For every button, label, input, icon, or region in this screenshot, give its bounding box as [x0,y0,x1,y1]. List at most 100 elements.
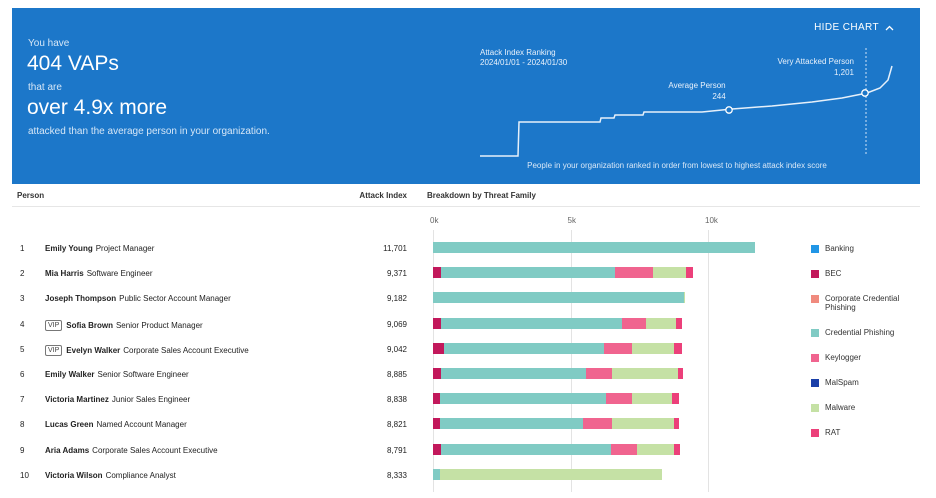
table-row[interactable]: 5 VIP Evelyn Walker Corporate Sales Account… [12,341,712,359]
legend-item-malspam[interactable]: MalSpam [811,378,921,387]
table-row[interactable]: 9 Aria Adams Corporate Sales Account Execu… [12,442,712,460]
bar-segment-rat[interactable] [674,443,681,455]
person-name: Victoria Martinez [45,395,109,405]
row-person[interactable]: Lucas Green Named Account Manager [45,420,187,429]
threat-breakdown-bar[interactable] [433,443,681,455]
bar-segment-rat[interactable] [672,393,679,405]
person-name: Aria Adams [45,445,90,455]
attack-index-value: 9,371 [386,269,407,279]
bar-segment-bec[interactable] [433,317,441,329]
bar-segment-keylogger[interactable] [611,443,638,455]
person-name: Evelyn Walker [66,345,121,355]
gridline [570,230,572,492]
bar-segment-malware[interactable] [439,468,663,480]
vip-badge: VIP [45,319,63,331]
threat-breakdown-bar[interactable] [433,242,755,253]
bar-segment-keylogger[interactable] [614,267,653,279]
legend-item-corporate-credential-phishing[interactable]: Corporate Credential Phishing [811,294,921,312]
bar-segment-credential-phishing[interactable] [439,393,607,405]
row-person[interactable]: Mia Harris Software Engineer [45,269,153,278]
bar-segment-rat[interactable] [676,317,683,329]
bar-segment-keylogger[interactable] [622,317,646,329]
threat-breakdown-bar[interactable] [433,393,679,405]
bar-segment-credential-phishing[interactable] [433,292,685,304]
bar-segment-rat[interactable] [677,368,684,379]
bar-segment-rat[interactable] [686,267,694,279]
table-row[interactable]: 6 Emily Walker Senior Software Engineer 8,8… [12,366,712,384]
table-row[interactable]: 10 Victoria Wilson Compliance Analyst 8,333 [12,467,712,485]
threat-breakdown-bar[interactable] [433,418,680,430]
bar-segment-bec[interactable] [433,267,442,279]
table-row[interactable]: 2 Mia Harris Software Engineer 9,371 [12,265,712,283]
row-person[interactable]: Emily Walker Senior Software Engineer [45,370,189,379]
bar-segment-credential-phishing[interactable] [441,368,586,379]
bar-segment-bec[interactable] [433,443,441,455]
bar-segment-bec[interactable] [433,393,440,405]
bar-segment-keylogger[interactable] [606,393,633,405]
legend-item-credential-phishing[interactable]: Credential Phishing [811,328,921,337]
table-row[interactable]: 4 VIP Sofia Brown Senior Product Manager 9,0… [12,316,712,334]
person-title: Project Manager [95,244,155,253]
bar-segment-credential-phishing[interactable] [441,267,615,279]
bar-segment-malware[interactable] [653,267,686,279]
legend-item-keylogger[interactable]: Keylogger [811,353,921,362]
bar-segment-bec[interactable] [433,368,442,379]
threat-breakdown-bar[interactable] [433,368,684,379]
row-rank: 10 [20,470,29,480]
person-name: Joseph Thompson [45,294,117,304]
table-row[interactable]: 1 Emily Young Project Manager 11,701 [12,240,755,258]
column-person[interactable]: Person [17,191,45,200]
row-person[interactable]: Victoria Martinez Junior Sales Engineer [45,395,190,404]
bar-segment-malware[interactable] [632,393,673,405]
bar-segment-credential-phishing[interactable] [439,418,583,430]
threat-breakdown-bar[interactable] [433,468,663,480]
threat-breakdown-bar[interactable] [433,317,683,329]
row-person[interactable]: Joseph Thompson Public Sector Account Man… [45,294,231,303]
bar-segment-credential-phishing[interactable] [440,443,612,455]
legend-item-rat[interactable]: RAT [811,428,921,438]
bar-segment-keylogger[interactable] [603,342,633,354]
bar-segment-credential-phishing[interactable] [433,242,755,253]
bar-segment-malware[interactable] [684,292,686,304]
average-person-value: 244 [712,92,726,101]
person-title: Senior Software Engineer [97,370,189,379]
bar-segment-credential-phishing[interactable] [444,342,604,354]
threat-breakdown-bar[interactable] [433,267,694,279]
attack-index-value: 9,069 [386,319,407,329]
gridline [433,230,434,492]
bar-segment-malware[interactable] [611,368,678,379]
bar-segment-malware[interactable] [637,443,675,455]
bar-segment-keylogger[interactable] [582,418,612,430]
bar-segment-malware[interactable] [632,342,674,354]
row-person[interactable]: Emily Young Project Manager [45,244,154,253]
legend-label: Credential Phishing [825,327,895,337]
threat-breakdown-bar[interactable] [433,342,682,354]
threat-breakdown-bar[interactable] [433,292,686,304]
legend-label: Banking [825,244,854,253]
row-person[interactable]: VIP Evelyn Walker Corporate Sales Account … [45,344,249,356]
bar-segment-malware[interactable] [611,418,674,430]
bar-segment-rat[interactable] [673,342,682,354]
axis-tick: 5k [567,216,576,225]
vap-label: Very Attacked Person [777,57,855,66]
row-person[interactable]: VIP Sofia Brown Senior Product Manager [45,319,203,331]
table-row[interactable]: 8 Lucas Green Named Account Manager 8,821 [12,416,712,434]
table-row[interactable]: 3 Joseph Thompson Public Sector Account Ma… [12,290,712,308]
legend-item-bec[interactable]: BEC [811,269,921,279]
bar-segment-keylogger[interactable] [585,368,612,379]
bar-segment-bec[interactable] [433,342,444,354]
bar-segment-bec[interactable] [433,418,440,430]
column-attack-index[interactable]: Attack Index [359,191,407,200]
table-row[interactable]: 7 Victoria Martinez Junior Sales Engineer 8… [12,391,712,409]
legend-item-malware[interactable]: Malware [811,403,921,413]
bar-segment-rat[interactable] [673,418,680,430]
hide-chart-button[interactable]: HIDE CHART [814,22,894,33]
bar-segment-malware[interactable] [645,317,677,329]
row-person[interactable]: Aria Adams Corporate Sales Account Execut… [45,446,218,455]
row-person[interactable]: Victoria Wilson Compliance Analyst [45,471,176,480]
bar-segment-credential-phishing[interactable] [440,317,623,329]
ranking-curve [480,65,893,157]
legend-item-banking[interactable]: Banking [811,244,921,253]
person-title: Corporate Sales Account Executive [123,345,249,355]
bar-segment-credential-phishing[interactable] [433,468,440,480]
